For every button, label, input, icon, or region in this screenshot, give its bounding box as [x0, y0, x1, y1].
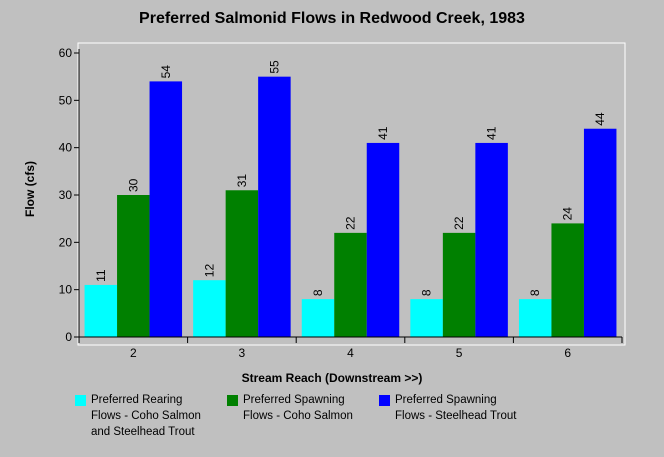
data-label: 44 [593, 112, 607, 126]
legend-swatch [379, 395, 390, 406]
data-label: 54 [159, 65, 173, 79]
y-axis-title: Flow (cfs) [23, 161, 37, 217]
bar [518, 299, 552, 337]
bar [225, 190, 259, 337]
bar [149, 81, 183, 338]
data-label: 8 [420, 289, 434, 296]
y-tick-label: 20 [59, 235, 73, 249]
bar [334, 232, 367, 337]
x-tick-label: 2 [130, 346, 137, 360]
bar [117, 195, 150, 337]
y-tick-label: 60 [59, 46, 73, 60]
data-label: 22 [452, 216, 466, 230]
data-label: 8 [311, 289, 325, 296]
chart-title: Preferred Salmonid Flows in Redwood Cree… [139, 10, 525, 27]
y-tick-label: 40 [59, 141, 73, 155]
bar [84, 284, 118, 337]
y-tick-label: 10 [59, 283, 73, 297]
x-tick-label: 4 [347, 346, 354, 360]
x-tick-label: 6 [564, 346, 571, 360]
bar [366, 142, 400, 337]
y-tick-label: 50 [59, 93, 73, 107]
data-label: 55 [267, 60, 281, 74]
data-label: 11 [94, 269, 108, 282]
x-tick-label: 3 [239, 346, 246, 360]
bar [442, 232, 476, 337]
data-label: 41 [376, 126, 390, 140]
bar [258, 76, 291, 338]
data-label: 24 [561, 207, 575, 221]
legend-swatch [75, 395, 86, 406]
data-label: 22 [344, 216, 358, 230]
data-label: 41 [485, 126, 499, 140]
data-label: 30 [126, 178, 140, 192]
legend-label: Preferred Spawning Flows - Coho Salmon [243, 394, 353, 422]
x-axis-title: Stream Reach (Downstream >>) [241, 371, 423, 385]
data-label: 31 [235, 174, 249, 188]
bar [551, 223, 584, 337]
data-label: 8 [528, 289, 542, 296]
bar [410, 299, 443, 337]
y-tick-label: 30 [59, 188, 73, 202]
legend-label: Preferred Spawning Flows - Steelhead Tro… [395, 394, 517, 422]
bar [583, 128, 617, 337]
legend-label: Preferred Rearing Flows - Coho Salmon an… [91, 394, 201, 438]
bar [193, 280, 226, 337]
y-tick-label: 0 [65, 330, 72, 344]
x-tick-label: 5 [456, 346, 463, 360]
data-label: 12 [202, 264, 216, 278]
bar [301, 299, 335, 337]
legend-swatch [227, 395, 238, 406]
bar [475, 142, 508, 337]
